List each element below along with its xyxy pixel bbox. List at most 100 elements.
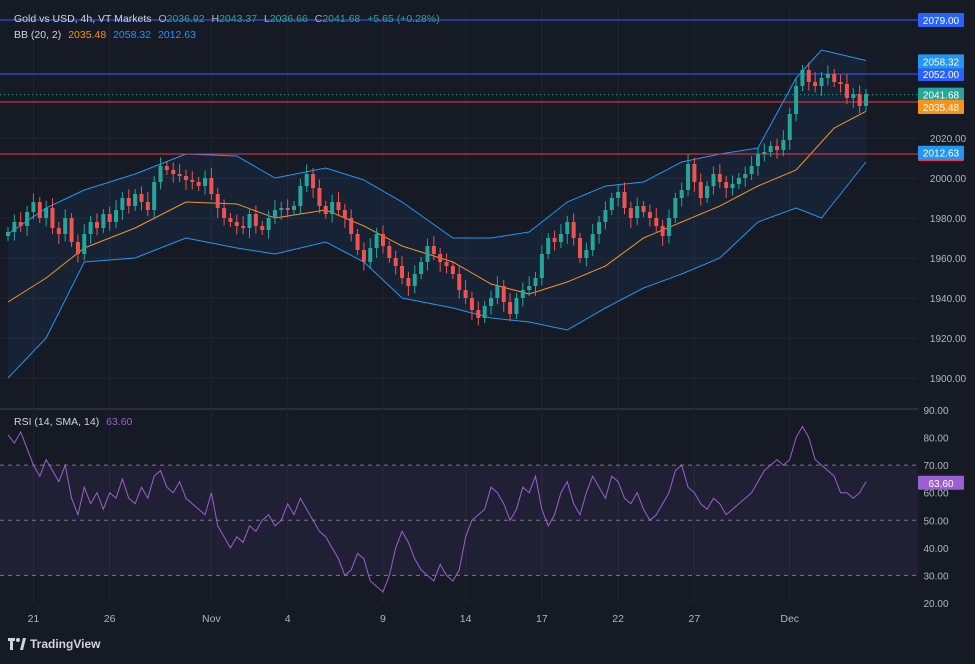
candle-body — [844, 84, 849, 98]
price-tag-bg — [918, 145, 964, 160]
bollinger-bands — [7, 49, 867, 379]
price-tag-bg — [918, 87, 964, 102]
candle-body — [444, 262, 449, 266]
candle-body — [139, 194, 144, 202]
candle-body — [654, 218, 659, 226]
candle-body — [406, 278, 411, 286]
candle-body — [768, 146, 773, 152]
candle-body — [647, 212, 652, 218]
candle-body — [177, 174, 182, 176]
candle-body — [584, 250, 589, 258]
open-label: O — [158, 13, 167, 25]
rsi-label: RSI (14, SMA, 14) — [14, 416, 100, 428]
candle-body — [597, 222, 602, 234]
candle-body — [705, 186, 710, 198]
candle-body — [380, 234, 385, 246]
price-tag: 2058.32 — [923, 57, 960, 68]
candle-body — [368, 248, 373, 262]
close-value: 2041.68 — [322, 13, 361, 25]
high-value: 2043.37 — [219, 13, 258, 25]
candle-body — [18, 222, 23, 226]
rsi-pane — [0, 425, 918, 593]
candle-body — [578, 238, 582, 258]
candle-body — [616, 192, 621, 198]
candle-body — [800, 70, 805, 86]
candle-body — [50, 208, 55, 228]
candle-body — [31, 202, 36, 212]
candle-body — [431, 246, 436, 254]
candle-body — [736, 178, 741, 184]
candle-body — [120, 198, 125, 210]
price-tag: 2041.68 — [923, 91, 960, 102]
candle-body — [298, 186, 303, 206]
candle-body — [145, 202, 150, 210]
candle-body — [450, 266, 455, 274]
candle-body — [603, 210, 608, 222]
candle-body — [514, 298, 519, 314]
rsi-tick-label: 90.00 — [923, 406, 948, 417]
price-tag: 2012.63 — [923, 149, 960, 160]
price-tick-label: 1920.00 — [930, 334, 967, 345]
time-axis[interactable]: 21 26 Nov 4 9 14 17 22 27 Dec — [28, 613, 799, 625]
price-tag-bg — [918, 100, 964, 115]
candle-body — [501, 286, 506, 302]
candle-body — [12, 222, 17, 232]
bb-label: BB (20, 2) — [14, 29, 62, 41]
candle-body — [37, 202, 42, 218]
candle-body — [215, 194, 220, 208]
tradingview-logo[interactable]: TradingView — [8, 637, 100, 651]
bb-legend: BB (20, 2) 2035.48 2058.32 2012.63 — [14, 29, 200, 41]
time-tick-label: 22 — [612, 613, 624, 625]
candle-body — [419, 262, 424, 274]
candle-body — [374, 234, 379, 248]
candle-body — [622, 192, 627, 208]
candle-body — [107, 214, 112, 222]
candle-body — [25, 212, 30, 226]
candle-body — [171, 170, 176, 174]
candle-body — [56, 228, 61, 234]
time-tick-label: 26 — [104, 613, 116, 625]
candle-body — [794, 86, 799, 114]
time-tick-label: 27 — [689, 613, 701, 625]
candle-body — [476, 310, 481, 318]
candle-body — [190, 180, 195, 182]
open-value: 2036.92 — [166, 13, 205, 25]
candle-body — [330, 202, 335, 214]
candle-body — [164, 166, 169, 170]
candle-body — [425, 246, 430, 262]
rsi-value-tag: 63.60 — [928, 479, 953, 490]
candle-body — [272, 210, 277, 218]
candle-body — [393, 258, 398, 266]
rsi-tick-label: 80.00 — [923, 434, 948, 445]
candle-body — [457, 274, 462, 290]
candle-body — [323, 206, 328, 214]
candle-body — [158, 166, 163, 182]
rsi-value: 63.60 — [106, 416, 133, 428]
candle-body — [571, 222, 576, 238]
candle-body — [114, 210, 119, 222]
tradingview-logo-text: TradingView — [30, 637, 101, 651]
time-tick-label: 4 — [285, 613, 291, 625]
candle-body — [755, 154, 760, 166]
price-tick-label: 1960.00 — [930, 254, 967, 265]
bb-basis-line — [7, 110, 867, 303]
candle-body — [196, 182, 201, 186]
price-tick-label: 2020.00 — [930, 134, 967, 145]
rsi-tick-label: 30.00 — [923, 571, 948, 582]
candle-body — [539, 254, 544, 278]
candle-body — [819, 78, 824, 86]
candle-body — [482, 306, 487, 318]
candle-body — [489, 298, 494, 306]
candle-body — [336, 202, 341, 210]
candle-body — [787, 114, 792, 140]
candle-body — [355, 234, 360, 250]
candle-body — [730, 184, 735, 188]
price-tick-label: 1900.00 — [930, 374, 967, 385]
candle-body — [781, 140, 786, 150]
candle-body — [508, 302, 513, 314]
price-axis[interactable]: 2020.00 2000.00 1980.00 1960.00 1940.00 1920.… — [918, 0, 975, 659]
